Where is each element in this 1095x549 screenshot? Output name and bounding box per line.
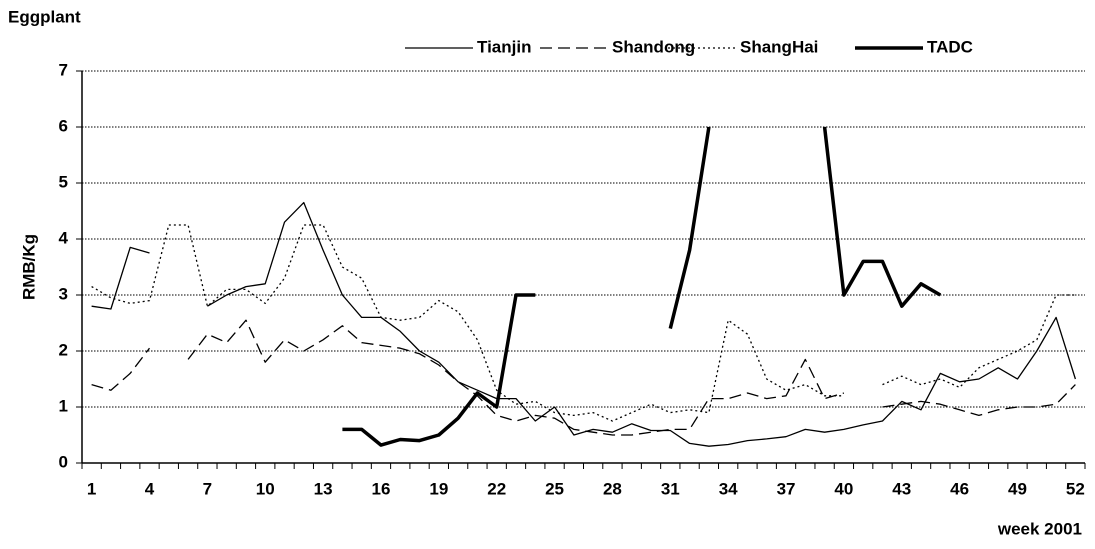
series-line <box>91 224 1076 422</box>
x-axis-label: week 2001 <box>997 519 1082 538</box>
legend-label: Tianjin <box>477 37 531 56</box>
x-tick-label: 13 <box>314 479 333 498</box>
x-tick-label: 43 <box>892 479 911 498</box>
legend-label: ShangHai <box>740 37 818 56</box>
y-tick-label: 5 <box>59 172 68 191</box>
y-tick-label: 3 <box>59 284 68 303</box>
chart-title: Eggplant <box>8 7 81 26</box>
x-tick-label: 22 <box>487 479 506 498</box>
legend-label: TADC <box>927 37 973 56</box>
x-tick-label: 34 <box>719 479 738 498</box>
legend-label: Shandong <box>612 37 695 56</box>
x-tick-label: 40 <box>834 479 853 498</box>
x-tick-label: 16 <box>372 479 391 498</box>
series-line <box>342 126 942 447</box>
x-tick-label: 46 <box>950 479 969 498</box>
x-tick-label: 49 <box>1008 479 1027 498</box>
x-tick-label: 7 <box>203 479 212 498</box>
x-tick-label: 37 <box>777 479 796 498</box>
x-tick-label: 1 <box>87 479 96 498</box>
x-tick-label: 28 <box>603 479 622 498</box>
series-line <box>91 319 1076 436</box>
y-tick-label: 2 <box>59 340 68 359</box>
x-tick-label: 52 <box>1066 479 1085 498</box>
x-tick-label: 19 <box>429 479 448 498</box>
y-tick-label: 0 <box>59 452 68 471</box>
x-tick-label: 10 <box>256 479 275 498</box>
y-tick-label: 6 <box>59 116 68 135</box>
y-tick-label: 4 <box>59 228 69 247</box>
x-tick-label: 4 <box>145 479 155 498</box>
series-line <box>91 201 1077 447</box>
y-axis-label: RMB/Kg <box>19 234 38 300</box>
x-tick-label: 31 <box>661 479 680 498</box>
x-tick-label: 25 <box>545 479 564 498</box>
y-tick-label: 1 <box>59 396 68 415</box>
y-tick-label: 7 <box>59 60 68 79</box>
